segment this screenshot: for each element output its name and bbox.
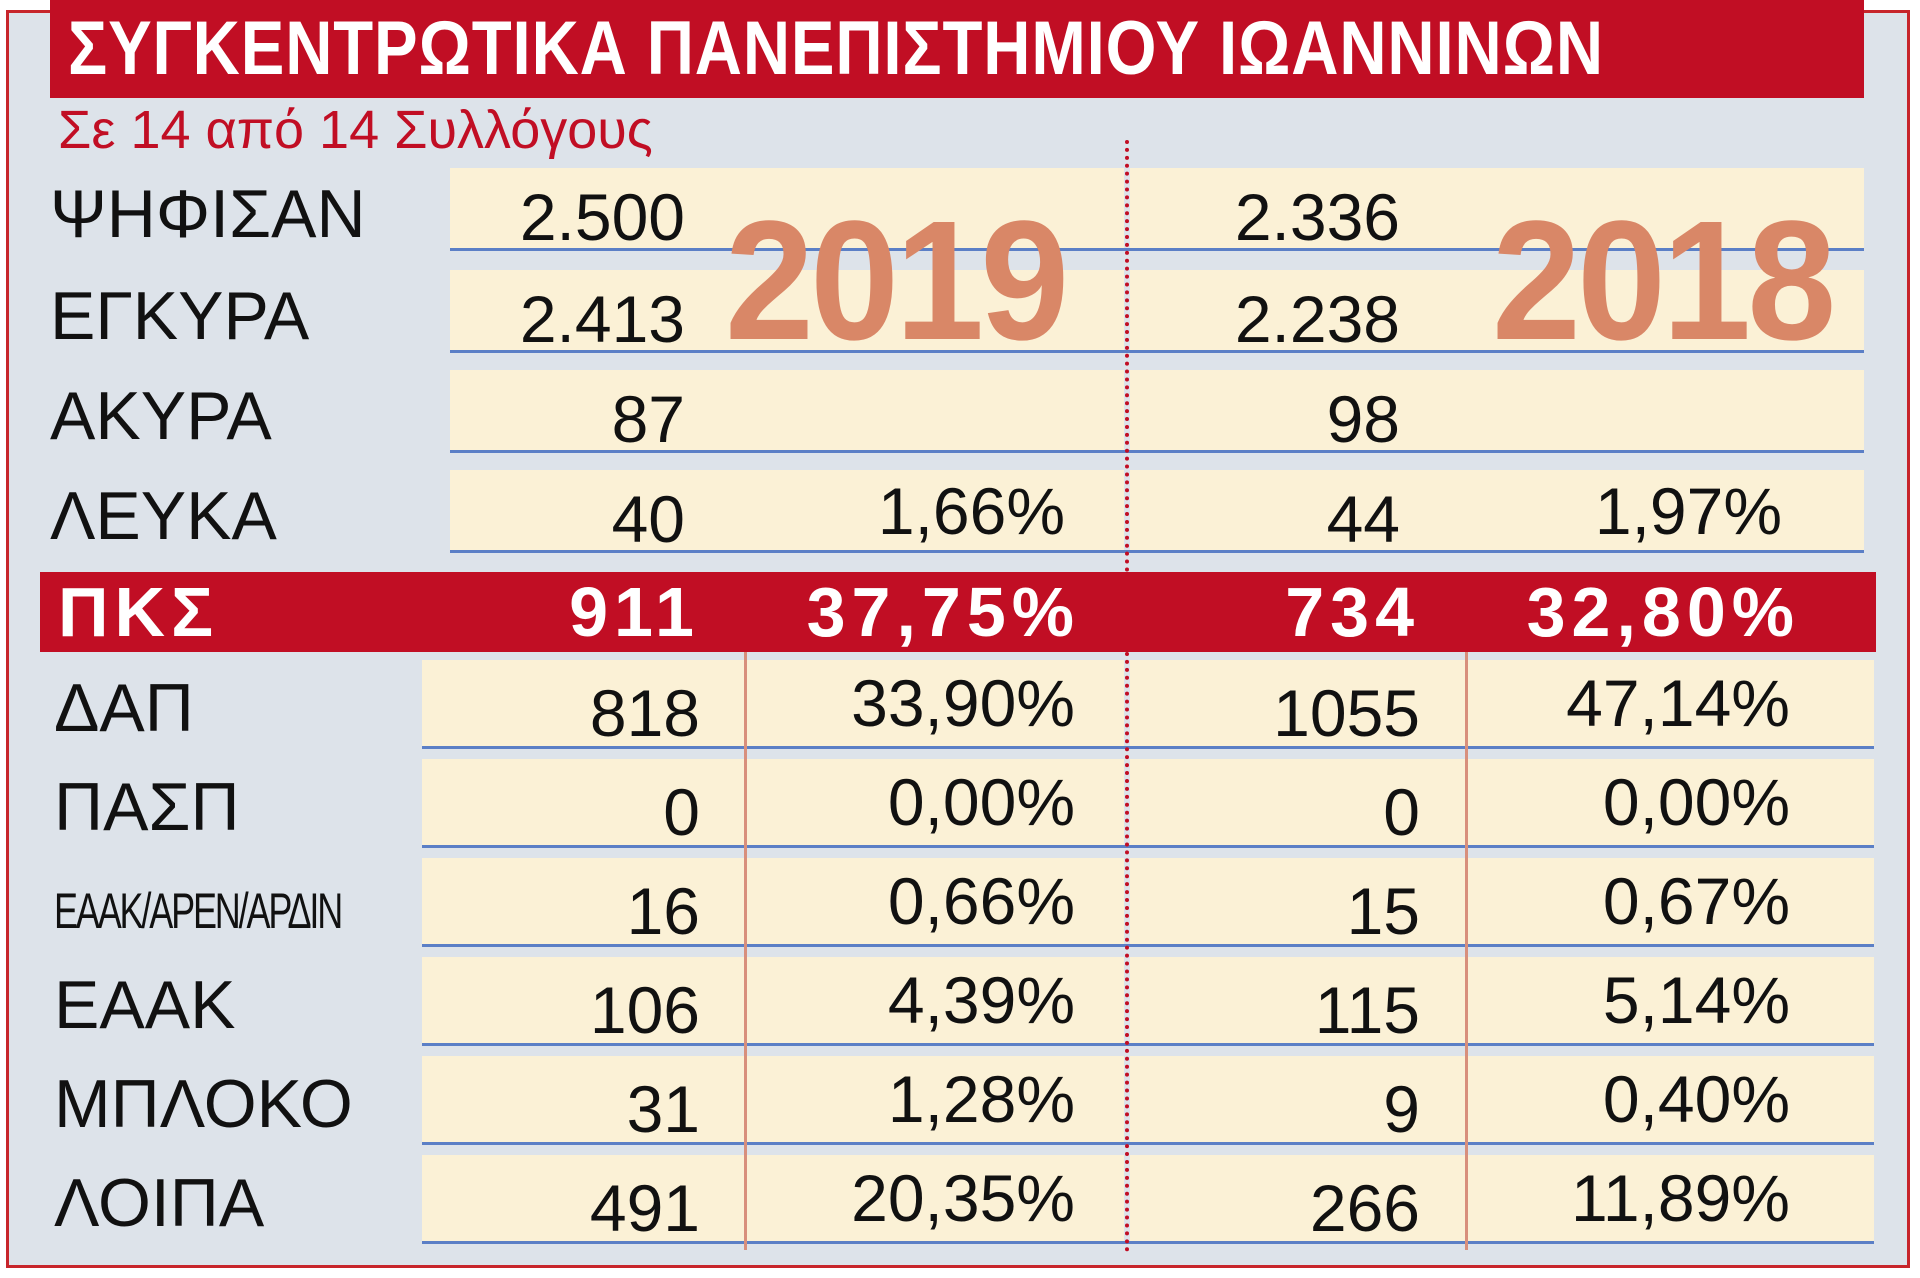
summary-row-label: ΕΓΚΥΡΑ xyxy=(50,278,310,354)
year-divider-top xyxy=(1125,140,1129,572)
party-row-votes-2019: 491 xyxy=(589,1171,700,1245)
party-row-label: ΔΑΠ xyxy=(54,670,194,746)
party-row-cell-right xyxy=(1130,858,1874,946)
party-row-votes-2018: 115 xyxy=(1314,973,1420,1047)
party-row-votes-2018: 15 xyxy=(1346,874,1420,948)
summary-row-votes-2019: 2.500 xyxy=(519,180,685,254)
party-row-label: ΜΠΛΟΚΟ xyxy=(54,1066,353,1142)
party-row-cell-left xyxy=(422,957,1124,1045)
party-row-label: ΠΑΣΠ xyxy=(54,769,240,845)
party-row-votes-2019: 16 xyxy=(626,874,700,948)
highlight-row xyxy=(40,572,1876,652)
party-row-percent-2019: 4,39% xyxy=(887,963,1075,1037)
party-row-percent-2018: 0,40% xyxy=(1602,1062,1790,1136)
summary-row-cell-left xyxy=(450,470,1124,552)
party-row-rule xyxy=(422,1142,1874,1145)
party-row-cell-right xyxy=(1130,660,1874,748)
party-row-percent-2018: 11,89% xyxy=(1571,1161,1790,1235)
column-divider-2019 xyxy=(744,652,747,1250)
party-row-votes-2019: 106 xyxy=(589,973,700,1047)
summary-row-rule xyxy=(450,450,1864,453)
summary-row-cell-right xyxy=(1130,168,1864,250)
party-row-rule xyxy=(422,1241,1874,1244)
party-row-votes-2018: 1055 xyxy=(1273,676,1420,750)
party-row-votes-2018: 9 xyxy=(1383,1072,1420,1146)
summary-row-cell-right xyxy=(1130,270,1864,352)
summary-row-votes-2018: 44 xyxy=(1326,482,1400,556)
party-row-rule xyxy=(422,944,1874,947)
party-row-percent-2019: 33,90% xyxy=(851,666,1075,740)
summary-row-percent-2019: 1,66% xyxy=(877,474,1065,548)
party-row-cell-left xyxy=(422,660,1124,748)
year-2019-watermark: 2019 xyxy=(725,186,1069,376)
party-row-label: ΛΟΙΠΑ xyxy=(54,1165,265,1241)
table-title: ΣΥΓΚΕΝΤΡΩΤΙΚΑ ΠΑΝΕΠΙΣΤΗΜΙΟΥ ΙΩΑΝΝΙΝΩΝ xyxy=(68,6,1604,91)
party-row-percent-2018: 0,67% xyxy=(1602,864,1790,938)
summary-row-cell-right xyxy=(1130,370,1864,452)
column-divider-2018 xyxy=(1465,652,1468,1250)
summary-row-votes-2018: 98 xyxy=(1326,382,1400,456)
party-row-cell-left xyxy=(422,858,1124,946)
summary-row-cell-left xyxy=(450,168,1124,250)
summary-row-cell-right xyxy=(1130,470,1864,552)
party-row-label: ΕΑΑΚ/ΑΡΕΝ/ΑΡΔΙΝ xyxy=(54,883,343,939)
summary-row-rule xyxy=(450,248,1864,251)
highlight-row-label: ΠΚΣ xyxy=(58,573,220,651)
party-row-percent-2018: 47,14% xyxy=(1566,666,1790,740)
party-row-cell-right xyxy=(1130,1155,1874,1243)
summary-row-cell-left xyxy=(450,270,1124,352)
summary-row-label: ΑΚΥΡΑ xyxy=(50,378,272,454)
year-2018-watermark: 2018 xyxy=(1492,186,1836,376)
party-row-votes-2019: 818 xyxy=(589,676,700,750)
party-row-rule xyxy=(422,746,1874,749)
summary-row-votes-2019: 2.413 xyxy=(519,282,685,356)
title-bar: ΣΥΓΚΕΝΤΡΩΤΙΚΑ ΠΑΝΕΠΙΣΤΗΜΙΟΥ ΙΩΑΝΝΙΝΩΝ xyxy=(50,0,1864,98)
party-row-votes-2018: 0 xyxy=(1383,775,1420,849)
party-row-rule xyxy=(422,845,1874,848)
party-row-votes-2018: 266 xyxy=(1309,1171,1420,1245)
year-divider-bottom xyxy=(1125,652,1129,1252)
highlight-row-votes-2019: 911 xyxy=(569,573,700,651)
summary-row-rule xyxy=(450,550,1864,553)
summary-row-votes-2018: 2.238 xyxy=(1234,282,1400,356)
party-row-percent-2018: 0,00% xyxy=(1602,765,1790,839)
summary-row-votes-2019: 87 xyxy=(611,382,685,456)
party-row-cell-left xyxy=(422,1155,1124,1243)
party-row-rule xyxy=(422,1043,1874,1046)
party-row-percent-2018: 5,14% xyxy=(1602,963,1790,1037)
highlight-row-percent-2019: 37,75% xyxy=(806,573,1080,651)
party-row-cell-right xyxy=(1130,759,1874,847)
party-row-cell-left xyxy=(422,1056,1124,1144)
summary-row-cell-left xyxy=(450,370,1124,452)
summary-row-votes-2018: 2.336 xyxy=(1234,180,1400,254)
summary-row-votes-2019: 40 xyxy=(611,482,685,556)
summary-row-percent-2018: 1,97% xyxy=(1594,474,1782,548)
party-row-percent-2019: 0,66% xyxy=(887,864,1075,938)
summary-row-rule xyxy=(450,350,1864,353)
party-row-percent-2019: 1,28% xyxy=(887,1062,1075,1136)
summary-row-label: ΛΕΥΚΑ xyxy=(50,478,277,554)
highlight-row-votes-2018: 734 xyxy=(1285,573,1420,651)
party-row-cell-right xyxy=(1130,1056,1874,1144)
summary-row-label: ΨΗΦΙΣΑΝ xyxy=(50,176,366,252)
highlight-row-percent-2018: 32,80% xyxy=(1526,573,1800,651)
party-row-votes-2019: 0 xyxy=(663,775,700,849)
party-row-votes-2019: 31 xyxy=(626,1072,700,1146)
party-row-cell-left xyxy=(422,759,1124,847)
party-row-cell-right xyxy=(1130,957,1874,1045)
table-subtitle: Σε 14 από 14 Συλλόγους xyxy=(58,100,653,160)
party-row-percent-2019: 0,00% xyxy=(887,765,1075,839)
party-row-percent-2019: 20,35% xyxy=(851,1161,1075,1235)
party-row-label: ΕΑΑΚ xyxy=(54,967,236,1043)
